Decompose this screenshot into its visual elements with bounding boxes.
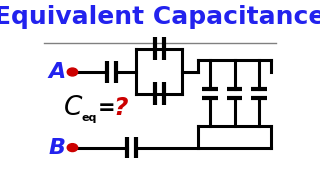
Text: Equivalent Capacitance: Equivalent Capacitance [0,5,320,29]
Circle shape [67,68,78,76]
Text: eq: eq [82,113,97,123]
Text: A: A [48,62,65,82]
Text: B: B [48,138,65,158]
Circle shape [67,144,78,152]
Text: ?: ? [114,96,128,120]
Text: =: = [97,98,115,118]
Text: $\mathit{C}$: $\mathit{C}$ [63,95,83,121]
